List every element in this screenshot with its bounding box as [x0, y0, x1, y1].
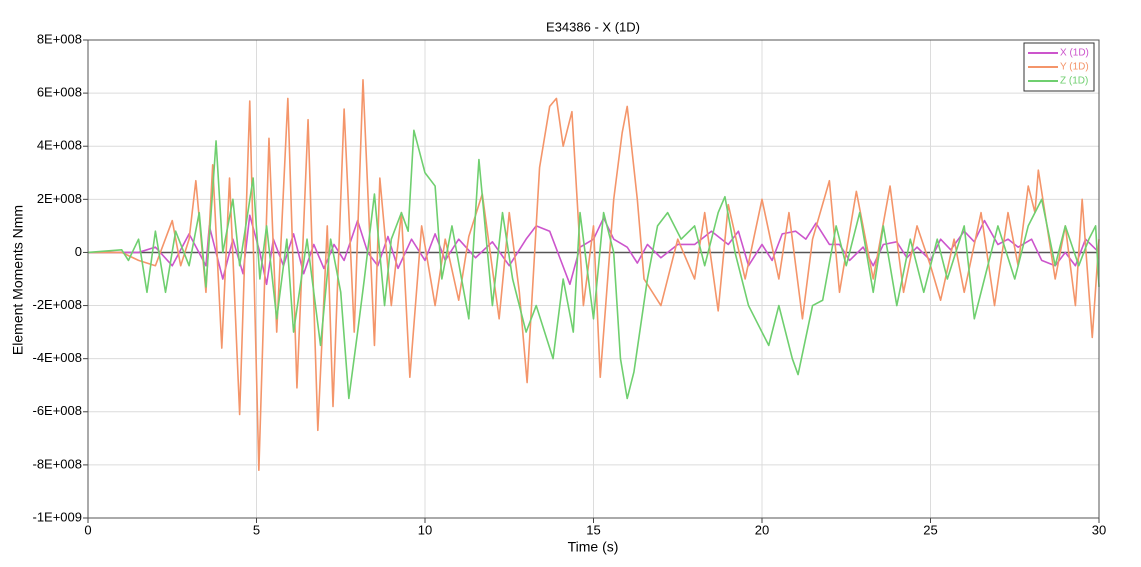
- y-tick-label: -6E+008: [32, 403, 82, 418]
- series-line: [88, 214, 1100, 286]
- y-tick-label: -1E+009: [32, 509, 82, 524]
- lines: [87, 79, 1100, 471]
- y-tick-label: -4E+008: [32, 350, 82, 365]
- y-tick-label: 6E+008: [37, 85, 82, 100]
- legend-label: Z (1D): [1060, 76, 1088, 87]
- chart-title: E34386 - X (1D): [546, 19, 640, 34]
- x-tick-label: 25: [923, 522, 937, 537]
- series-line: [88, 79, 1100, 471]
- y-tick-label: 4E+008: [37, 138, 82, 153]
- y-tick-label: -8E+008: [32, 456, 82, 471]
- plot-frame: [87, 39, 1100, 519]
- x-axis-label: Time (s): [568, 539, 619, 555]
- y-axis-label: Element Moments Nmm: [10, 205, 26, 355]
- x-tick-label: 0: [84, 522, 91, 537]
- x-tick-label: 15: [586, 522, 600, 537]
- x-tick-label: 5: [253, 522, 260, 537]
- x-tick-label: 20: [755, 522, 769, 537]
- legend-label: Y (1D): [1060, 62, 1089, 73]
- y-tick-label: 8E+008: [37, 31, 82, 46]
- y-tick-label: 2E+008: [37, 191, 82, 206]
- y-tick-label: 0: [75, 244, 82, 259]
- x-tick-label: 30: [1092, 522, 1106, 537]
- series-line: [87, 129, 1100, 400]
- legend-label: X (1D): [1060, 48, 1089, 59]
- legend: X (1D) Y (1D) Z (1D): [1023, 42, 1095, 92]
- x-tick-label: 10: [418, 522, 432, 537]
- y-tick-label: -2E+008: [32, 297, 82, 312]
